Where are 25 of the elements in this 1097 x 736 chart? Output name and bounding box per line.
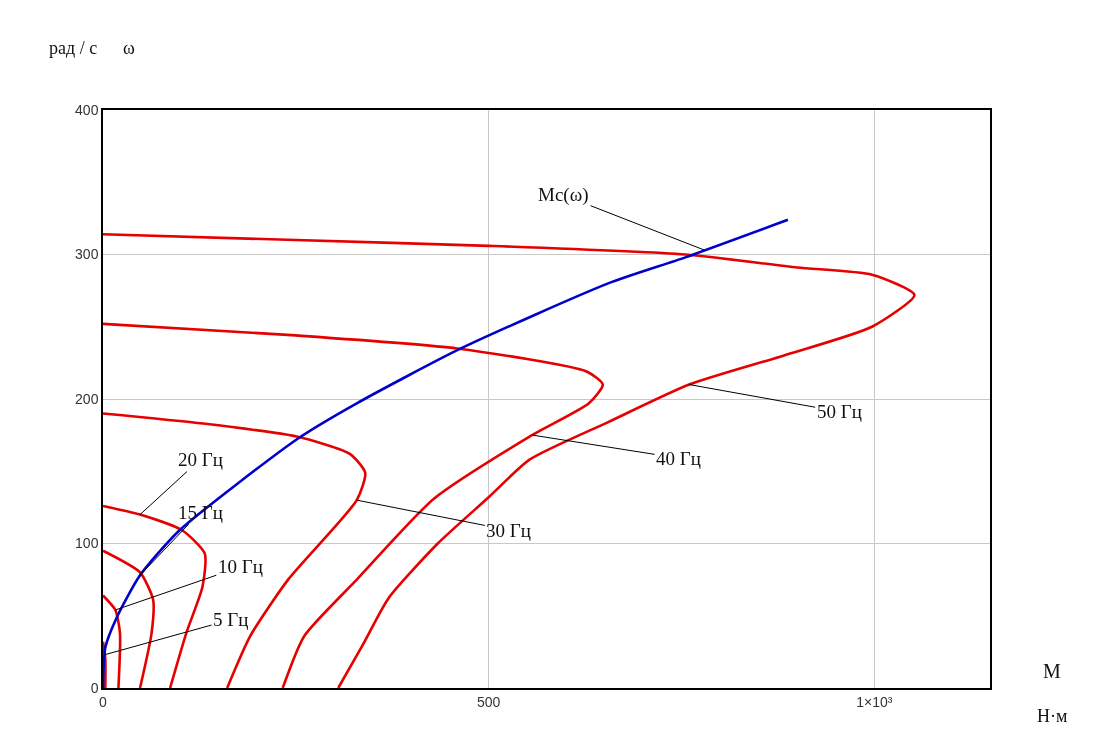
y-tick-label: 0: [90, 679, 99, 696]
annotation: Mc(ω): [538, 184, 589, 206]
y-tick-label: 200: [75, 390, 99, 407]
text: рад / с: [49, 38, 98, 58]
annotation: 30 Гц: [486, 520, 531, 541]
annotation: 50 Гц: [817, 401, 862, 422]
y-tick-label: 400: [75, 101, 99, 118]
annotation: 5 Гц: [213, 609, 249, 630]
line-series: [103, 594, 122, 688]
line-series: [103, 322, 605, 688]
y-axis-title: ω: [123, 38, 135, 58]
line-series: [103, 549, 155, 688]
annotation: 10 Гц: [218, 556, 263, 577]
y-tick-label: 300: [75, 246, 99, 263]
x-axis-title: M: [1043, 660, 1061, 682]
text: Н·м: [1037, 706, 1068, 726]
x-tick-label: 500: [476, 693, 501, 710]
y-tick-label: 100: [75, 535, 99, 552]
x-tick-label: 1×10³: [856, 693, 893, 710]
line-series: [103, 232, 916, 688]
line-series: [103, 412, 367, 688]
line-series: [103, 218, 790, 688]
annotation: 20 Гц: [178, 449, 223, 470]
annotation: 15 Гц: [178, 502, 223, 523]
annotation: 40 Гц: [656, 448, 701, 469]
